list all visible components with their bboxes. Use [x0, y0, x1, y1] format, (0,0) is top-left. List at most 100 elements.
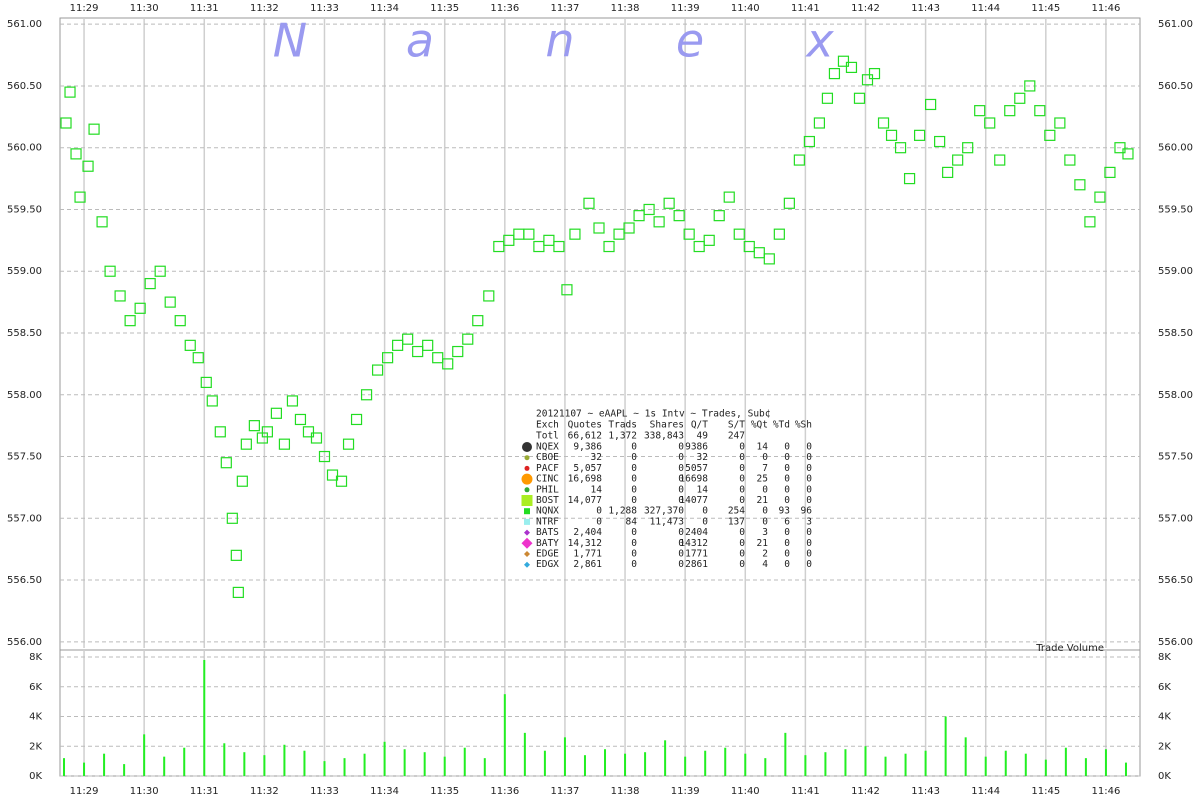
- trade-point: [214, 426, 226, 438]
- table-cell: 0: [806, 484, 812, 495]
- table-cell: 254: [728, 506, 745, 517]
- trade-point: [868, 67, 881, 80]
- trade-point: [821, 92, 834, 104]
- trade-point: [220, 457, 232, 469]
- table-cell: 0: [739, 474, 745, 485]
- table-header: Exch: [536, 420, 559, 431]
- table-total: Totl: [536, 431, 559, 442]
- table-cell: 0: [631, 549, 637, 560]
- volume-bar: [904, 753, 907, 776]
- trade-point: [124, 315, 136, 327]
- legend-marker: [521, 537, 533, 549]
- table-cell: 14: [591, 484, 603, 495]
- table-cell: 5057: [685, 463, 708, 474]
- table-total: 247: [728, 431, 745, 442]
- volume-bar: [724, 747, 727, 776]
- y-tick-label: 558.00: [7, 390, 42, 401]
- table-header: Quotes: [568, 420, 602, 431]
- y-tick-label: 6K: [29, 682, 42, 693]
- volume-bar: [864, 746, 867, 776]
- watermark-letter: e: [676, 14, 704, 68]
- trade-point: [206, 395, 218, 407]
- y-tick-label-right: 2K: [1158, 741, 1171, 752]
- trade-point: [683, 228, 695, 240]
- table-cell: 32: [591, 452, 602, 463]
- trade-point: [294, 413, 307, 426]
- table-cell: 14312: [679, 538, 708, 549]
- trade-point: [1024, 80, 1036, 92]
- table-cell: BATY: [536, 538, 559, 549]
- x-tick-label: 11:40: [731, 3, 760, 14]
- legend-marker: [524, 508, 530, 515]
- table-cell: 0: [631, 452, 637, 463]
- y-tick-label-right: 8K: [1158, 652, 1171, 663]
- table-cell: 2404: [685, 527, 708, 538]
- table-cell: EDGE: [536, 549, 559, 560]
- x-tick-label: 11:43: [911, 3, 940, 14]
- trade-point: [134, 302, 146, 314]
- volume-title: Trade Volume: [1035, 643, 1104, 654]
- grid: [60, 18, 1140, 777]
- table-cell: NTRF: [536, 516, 559, 527]
- table-cell: 21: [757, 495, 769, 506]
- trade-point: [270, 407, 283, 419]
- trade-point: [853, 92, 866, 104]
- trade-point: [382, 352, 394, 364]
- table-cell: 0: [806, 549, 812, 560]
- y-tick-label-right: 558.50: [1158, 328, 1193, 339]
- table-cell: 9386: [685, 442, 708, 453]
- trade-point: [984, 117, 996, 129]
- table-cell: 0: [678, 538, 684, 549]
- table-cell: 0: [678, 495, 684, 506]
- trade-point: [164, 296, 176, 308]
- volume-bar: [343, 758, 346, 776]
- trade-point: [653, 216, 665, 228]
- trade-point: [236, 475, 248, 487]
- trade-point: [793, 154, 805, 166]
- trade-point: [561, 284, 573, 296]
- table-cell: 0: [631, 442, 637, 453]
- trade-point: [1004, 105, 1016, 117]
- trade-point: [96, 216, 108, 228]
- trade-point: [88, 123, 100, 135]
- trade-point: [569, 228, 581, 240]
- volume-bar: [664, 740, 667, 776]
- table-cell: 0: [806, 538, 812, 549]
- table-cell: 0: [739, 452, 745, 463]
- trade-point: [925, 98, 937, 111]
- x-tick-label: 11:38: [611, 3, 640, 14]
- table-cell: 0: [784, 549, 790, 560]
- y-tick-label: 556.00: [7, 637, 42, 648]
- volume-bar: [443, 756, 446, 776]
- trade-point: [302, 426, 315, 438]
- table-cell: 0: [762, 452, 768, 463]
- table-cell: 21: [757, 538, 769, 549]
- trade-point: [261, 426, 273, 438]
- trade-point: [192, 352, 204, 364]
- trade-point: [318, 450, 331, 463]
- x-tick-label: 11:32: [250, 3, 279, 14]
- trade-point: [885, 129, 898, 141]
- table-cell: 0: [739, 463, 745, 474]
- volume-bar: [223, 743, 226, 776]
- trade-point: [633, 210, 645, 222]
- trade-point: [763, 253, 775, 265]
- table-cell: 0: [784, 474, 790, 485]
- volume-bar: [563, 737, 566, 776]
- table-cell: 5,057: [573, 463, 602, 474]
- table-cell: 0: [784, 495, 790, 506]
- trade-point: [240, 438, 252, 450]
- trade-point: [753, 247, 765, 259]
- trade-point: [934, 135, 946, 148]
- table-cell: 93: [779, 506, 790, 517]
- x-tick-label: 11:45: [1031, 3, 1060, 14]
- volume-bar: [503, 694, 506, 776]
- table-cell: 0: [806, 463, 812, 474]
- table-cell: 0: [678, 549, 684, 560]
- y-tick-label: 561.00: [7, 19, 42, 30]
- watermark-letter: x: [804, 14, 834, 68]
- table-cell: 25: [757, 474, 768, 485]
- trade-point: [553, 240, 565, 253]
- legend-marker: [521, 495, 533, 506]
